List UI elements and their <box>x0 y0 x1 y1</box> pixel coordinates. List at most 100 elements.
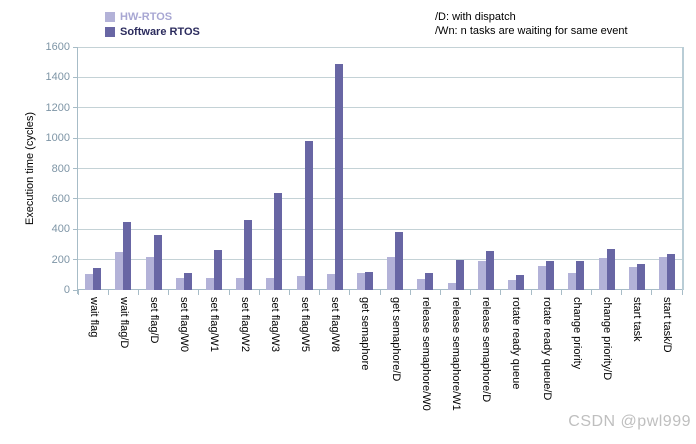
legend-label-hw-rtos: HW-RTOS <box>120 11 173 23</box>
x-tick-17 <box>590 290 592 295</box>
x-tick-5 <box>228 290 230 295</box>
bar-hw-rtos-set-flag-w1 <box>205 277 214 290</box>
bar-software-rtos-release-semaphore-w1 <box>455 260 464 290</box>
gridline-1400 <box>78 76 682 78</box>
y-tick-label-1600: 1600 <box>45 41 70 53</box>
x-category-label-rotate-ready-queue: rotate ready queue <box>510 297 523 390</box>
x-tick-3 <box>168 290 170 295</box>
y-tick-label-800: 800 <box>51 162 70 175</box>
gridline-800 <box>78 168 682 169</box>
y-tick-1200 <box>73 107 78 109</box>
y-tick-label-1200: 1200 <box>45 101 70 114</box>
bar-software-rtos-start-task-d <box>666 253 675 290</box>
bar-software-rtos-wait-flag <box>93 267 102 290</box>
y-tick-600 <box>73 198 78 200</box>
x-tick-19 <box>651 290 653 295</box>
bar-hw-rtos-change-priority-d <box>598 258 607 290</box>
y-tick-label-400: 400 <box>51 223 70 236</box>
x-tick-9 <box>349 290 351 295</box>
bar-hw-rtos-set-flag-w2 <box>236 277 245 290</box>
gridline-1200 <box>78 107 682 109</box>
x-tick-4 <box>198 290 200 295</box>
bar-hw-rtos-start-task <box>628 267 637 290</box>
bar-hw-rtos-get-semaphore-d <box>387 256 396 290</box>
x-tick-16 <box>560 290 562 295</box>
bar-software-rtos-release-semaphore-d <box>485 250 494 290</box>
bar-software-rtos-change-priority <box>576 261 585 290</box>
bar-hw-rtos-rotate-ready-queue <box>507 280 516 290</box>
hw-rtos-swatch <box>105 12 115 22</box>
x-category-label-set-flag-w8: set flag/W8 <box>329 297 342 353</box>
bar-software-rtos-set-flag-w5 <box>304 141 313 290</box>
bar-software-rtos-rotate-ready-queue-d <box>546 261 555 290</box>
bar-hw-rtos-change-priority <box>568 273 577 290</box>
legend: HW-RTOS Software RTOS <box>105 10 200 40</box>
bar-software-rtos-get-semaphore-d <box>395 232 404 290</box>
gridline-400 <box>78 228 682 230</box>
x-category-label-set-flag-w3: set flag/W3 <box>268 297 281 353</box>
y-tick-800 <box>73 168 78 169</box>
software-rtos-swatch <box>105 27 115 37</box>
y-tick-1000 <box>73 137 78 139</box>
y-tick-0 <box>73 289 78 291</box>
x-category-label-set-flag-d: set flag/D <box>148 297 160 344</box>
bar-hw-rtos-set-flag-d <box>145 256 154 290</box>
bar-hw-rtos-set-flag-w3 <box>266 277 275 290</box>
bar-software-rtos-get-semaphore <box>364 271 373 290</box>
bar-hw-rtos-release-semaphore-w1 <box>447 283 456 290</box>
bar-hw-rtos-wait-flag-d <box>115 252 124 290</box>
x-tick-1 <box>107 290 109 295</box>
bar-hw-rtos-get-semaphore <box>356 273 365 290</box>
bar-software-rtos-change-priority-d <box>606 249 615 290</box>
annotation-line-waiting: /Wn: n tasks are waiting for same event <box>435 25 628 37</box>
bar-hw-rtos-release-semaphore-w0 <box>417 279 426 290</box>
bar-hw-rtos-start-task-d <box>658 257 667 290</box>
x-category-label-wait-flag-d: wait flag/D <box>117 297 130 349</box>
bar-hw-rtos-set-flag-w8 <box>326 274 335 290</box>
x-category-label-set-flag-w2: set flag/W2 <box>238 297 251 353</box>
watermark: CSDN @pwl999 <box>568 413 691 430</box>
x-category-label-get-semaphore-d: get semaphore/D <box>389 297 402 382</box>
y-tick-1400 <box>73 76 78 78</box>
annotation-notes: /D: with dispatch /Wn: n tasks are waiti… <box>435 10 628 38</box>
bar-software-rtos-set-flag-w1 <box>213 249 222 290</box>
x-tick-2 <box>137 290 139 295</box>
x-axis-line <box>77 289 683 290</box>
plot-right-border <box>682 47 684 290</box>
x-category-label-rotate-ready-queue-d: rotate ready queue/D <box>540 297 553 401</box>
x-tick-11 <box>409 290 411 295</box>
bar-software-rtos-set-flag-w2 <box>244 220 253 290</box>
bar-hw-rtos-set-flag-w5 <box>296 275 305 290</box>
bar-hw-rtos-rotate-ready-queue-d <box>538 265 547 290</box>
bar-software-rtos-rotate-ready-queue <box>515 274 524 290</box>
plot-area <box>73 46 684 295</box>
y-tick-label-1400: 1400 <box>45 71 70 84</box>
x-tick-18 <box>621 290 623 295</box>
x-category-label-set-flag-w0: set flag/W0 <box>178 297 191 353</box>
legend-label-software-rtos: Software RTOS <box>120 26 200 38</box>
y-tick-200 <box>73 259 78 261</box>
bar-software-rtos-release-semaphore-w0 <box>425 273 434 290</box>
x-category-label-get-semaphore: get semaphore <box>359 297 372 371</box>
x-category-label-wait-flag: wait flag <box>87 297 100 338</box>
x-category-label-change-priority-d: change priority/D <box>601 297 613 381</box>
x-category-label-change-priority: change priority <box>570 297 583 370</box>
gridline-1600 <box>78 46 682 48</box>
x-tick-6 <box>258 290 260 295</box>
x-tick-14 <box>500 290 502 295</box>
x-tick-7 <box>288 290 290 295</box>
y-tick-label-1000: 1000 <box>45 132 70 145</box>
x-category-label-release-semaphore-d: release semaphore/D <box>480 297 493 403</box>
x-category-label-start-task-d: start task/D <box>661 297 674 353</box>
y-axis-line <box>77 47 78 294</box>
bar-software-rtos-set-flag-w0 <box>183 272 192 290</box>
bar-hw-rtos-wait-flag <box>85 274 94 290</box>
x-tick-10 <box>379 290 381 295</box>
bar-software-rtos-wait-flag-d <box>123 221 132 290</box>
annotation-line-dispatch: /D: with dispatch <box>435 11 516 23</box>
bar-software-rtos-set-flag-d <box>153 234 162 290</box>
bar-software-rtos-start-task <box>636 264 645 290</box>
x-category-label-set-flag-w1: set flag/W1 <box>208 297 221 353</box>
x-category-label-start-task: start task <box>631 297 644 342</box>
